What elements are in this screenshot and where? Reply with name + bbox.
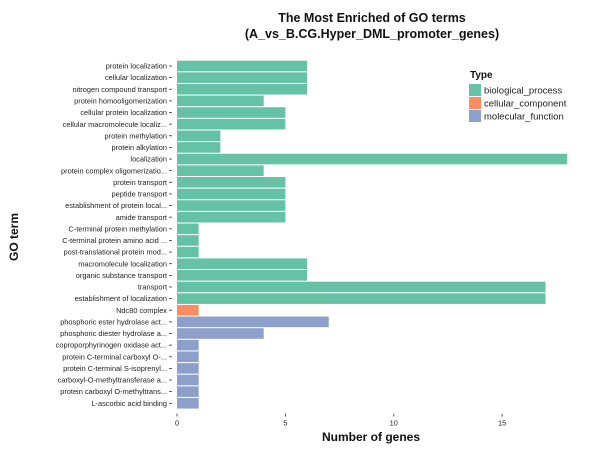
y-tick-label: protein complex oligomerizatio... [61,166,167,175]
legend: Type biological_process cellular_componen… [469,70,567,123]
y-tick-label: macromolecule localization [78,259,167,268]
y-tick-label: coproporphyrinogen oxidase act... [56,341,167,350]
bar [177,118,286,130]
bar [177,95,264,107]
bar [177,142,221,153]
y-tick-label: L-ascorbic acid binding [91,399,167,408]
y-tick-label: transport [138,283,167,292]
bar [177,165,264,176]
bar [177,211,286,223]
bar [177,374,199,386]
legend-title: Type [470,70,493,81]
bars-group [177,60,568,409]
bar [177,270,308,281]
y-axis-title: GO term [7,213,21,261]
x-axis: 0 5 10 15 [175,413,506,428]
bar [177,397,199,409]
bar [177,153,568,165]
bar [177,130,221,142]
x-axis-title: Number of genes [322,430,420,444]
x-tick-label: 15 [498,419,506,428]
y-tick-label: phosphoric ester hydrolase act... [60,317,167,326]
bar [177,351,199,363]
y-tick-label: carboxyl-O-methyltransferase a... [58,376,167,385]
chart-title: The Most Enriched of GO terms [278,11,466,25]
bar [177,246,199,258]
y-tick-label: protein homooligomerization [74,96,167,105]
x-tick-label: 5 [283,419,287,428]
bar [177,223,199,235]
y-tick-label: protein C-terminal S-isoprenyl... [63,364,167,373]
y-tick-label: organic substance transport [76,271,167,280]
y-tick-label: cellular protein localization [80,108,167,117]
y-tick-label: amide transport [116,213,167,222]
legend-label: molecular_function [484,112,564,123]
bar [177,281,546,293]
y-axis: protein localization cellular localizatio… [56,62,172,408]
bar [177,386,199,397]
bar [177,258,308,270]
y-tick-label: post-translational protein mod... [63,248,167,257]
bar [177,188,286,200]
bar [177,316,329,328]
y-tick-label: protein localization [106,62,167,71]
legend-swatch [469,84,481,96]
chart-subtitle: (A_vs_B.CG.Hyper_DML_promoter_genes) [245,27,499,41]
y-tick-label: protein transport [113,178,167,187]
y-tick-label: protein alkylation [112,143,167,152]
bar [177,235,199,246]
legend-label: cellular_component [484,99,567,110]
legend-swatch [469,110,481,122]
bar [177,83,308,95]
bar [177,293,546,304]
y-tick-label: phosphoric diester hydrolase a... [60,329,167,338]
y-tick-label: peptide transport [112,190,167,199]
x-tick-label: 0 [175,419,179,428]
y-tick-label: C-terminal protein methylation [68,224,167,233]
y-tick-label: protein C-terminal carboxyl O-... [62,352,167,361]
y-tick-label: C-terminal protein amino acid ... [62,236,167,245]
y-tick-label: cellular macromolecule localiz... [63,120,167,129]
legend-swatch [469,97,481,109]
y-tick-label: nitrogen compound transport [73,85,168,94]
bar [177,304,199,316]
bar [177,339,199,351]
y-tick-label: localization [130,155,167,164]
bar [177,72,308,83]
y-tick-label: protein carboxyl O-methyltrans... [60,387,167,396]
bar [177,60,308,72]
bar [177,107,286,118]
legend-label: biological_process [484,86,562,97]
bar [177,177,286,188]
y-tick-label: establishment of localization [75,294,167,303]
bar [177,328,264,339]
y-tick-label: establishment of protein local... [65,201,167,210]
bar [177,363,199,374]
y-tick-label: cellular localization [105,73,167,82]
y-tick-label: protein methylation [105,131,167,140]
y-tick-label: Ndc80 complex [116,306,167,315]
x-tick-label: 10 [390,419,398,428]
bar [177,200,286,211]
